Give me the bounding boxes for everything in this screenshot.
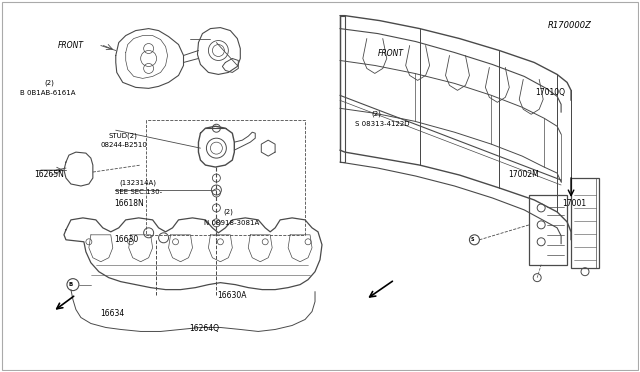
Text: S 08313-4122D: S 08313-4122D (355, 121, 410, 127)
Text: R170000Z: R170000Z (548, 22, 592, 31)
Text: 16265N: 16265N (35, 170, 64, 179)
Text: (132314A): (132314A) (119, 179, 156, 186)
Text: (2): (2) (371, 110, 381, 117)
Bar (529, 195, 567, 265)
Text: SEE SEC.130-: SEE SEC.130- (115, 189, 162, 195)
Text: STUD(2): STUD(2) (108, 133, 137, 139)
Text: (2): (2) (223, 209, 233, 215)
Text: B 0B1AB-6161A: B 0B1AB-6161A (20, 90, 76, 96)
Text: 08244-B2510: 08244-B2510 (100, 142, 147, 148)
Text: 16618N: 16618N (115, 199, 145, 208)
Bar (571, 178, 599, 268)
Text: FRONT: FRONT (378, 49, 403, 58)
Text: 16264Q: 16264Q (189, 324, 220, 333)
Text: N 08918-3081A: N 08918-3081A (204, 220, 259, 226)
Text: S: S (470, 237, 474, 242)
Text: 17010Q: 17010Q (536, 88, 566, 97)
Text: (2): (2) (45, 80, 54, 86)
Text: 17002M: 17002M (508, 170, 539, 179)
Text: 16630: 16630 (115, 235, 139, 244)
Text: FRONT: FRONT (58, 41, 83, 51)
Text: 16634: 16634 (100, 310, 124, 318)
Text: 16630A: 16630A (217, 291, 246, 300)
Text: B: B (69, 282, 73, 287)
Text: 17001: 17001 (563, 199, 586, 208)
